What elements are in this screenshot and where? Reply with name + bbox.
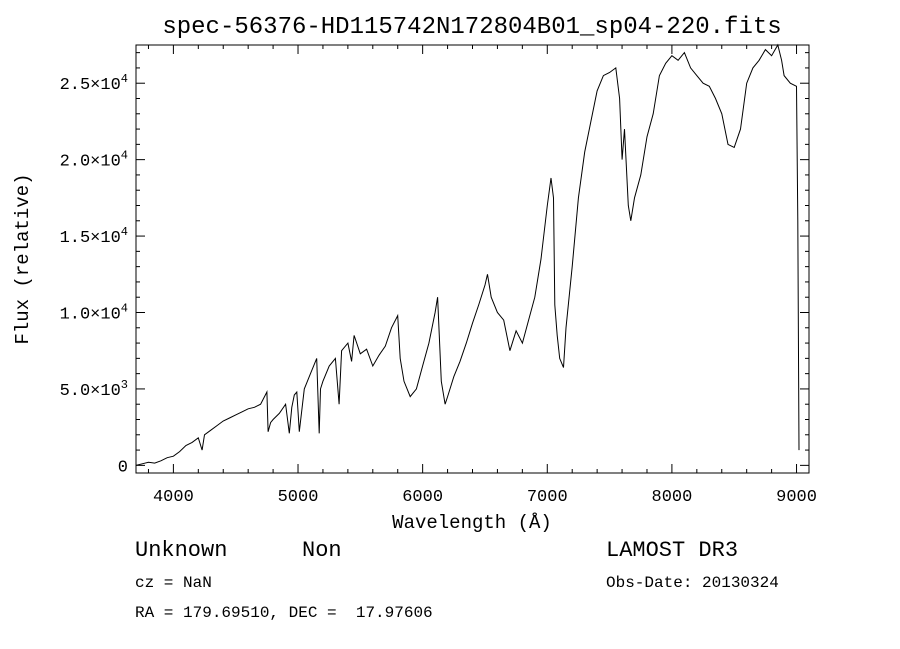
x-tick-label: 7000 [527,488,568,507]
class-label: Unknown [135,538,228,563]
x-axis-ticks: 4000 5000 6000 7000 8000 9000 [147,45,817,507]
y-tick-label: 5.0×103 [60,378,128,401]
y-tick-label: 2.5×104 [60,72,128,95]
redshift-label: cz = NaN [135,574,212,592]
x-tick-label: 8000 [652,488,693,507]
x-tick-label: 6000 [402,488,443,507]
obs-date-label: Obs-Date: 20130324 [606,574,779,592]
y-tick-label: 1.5×104 [60,225,128,248]
x-tick-label: 9000 [776,488,817,507]
x-axis-label: Wavelength (Å) [392,512,552,534]
x-tick-label: 4000 [153,488,194,507]
y-tick-label: 0 [118,458,128,477]
x-tick-label: 5000 [278,488,319,507]
y-tick-label: 1.0×104 [60,302,128,325]
subclass-label: Non [302,538,342,563]
plot-frame [135,44,810,474]
y-tick-label: 2.0×104 [60,149,128,172]
spectrum-chart: spec-56376-HD115742N172804B01_sp04-220.f… [12,14,817,534]
coordinates-label: RA = 179.69510, DEC = 17.97606 [135,604,433,622]
chart-title: spec-56376-HD115742N172804B01_sp04-220.f… [162,14,781,41]
spectrum-line [135,43,800,466]
y-axis-label: Flux (relative) [12,173,34,344]
y-axis-ticks: 0 5.0×103 1.0×104 1.5×104 2.0×104 2.5×104 [60,52,809,477]
survey-label: LAMOST DR3 [606,538,739,563]
